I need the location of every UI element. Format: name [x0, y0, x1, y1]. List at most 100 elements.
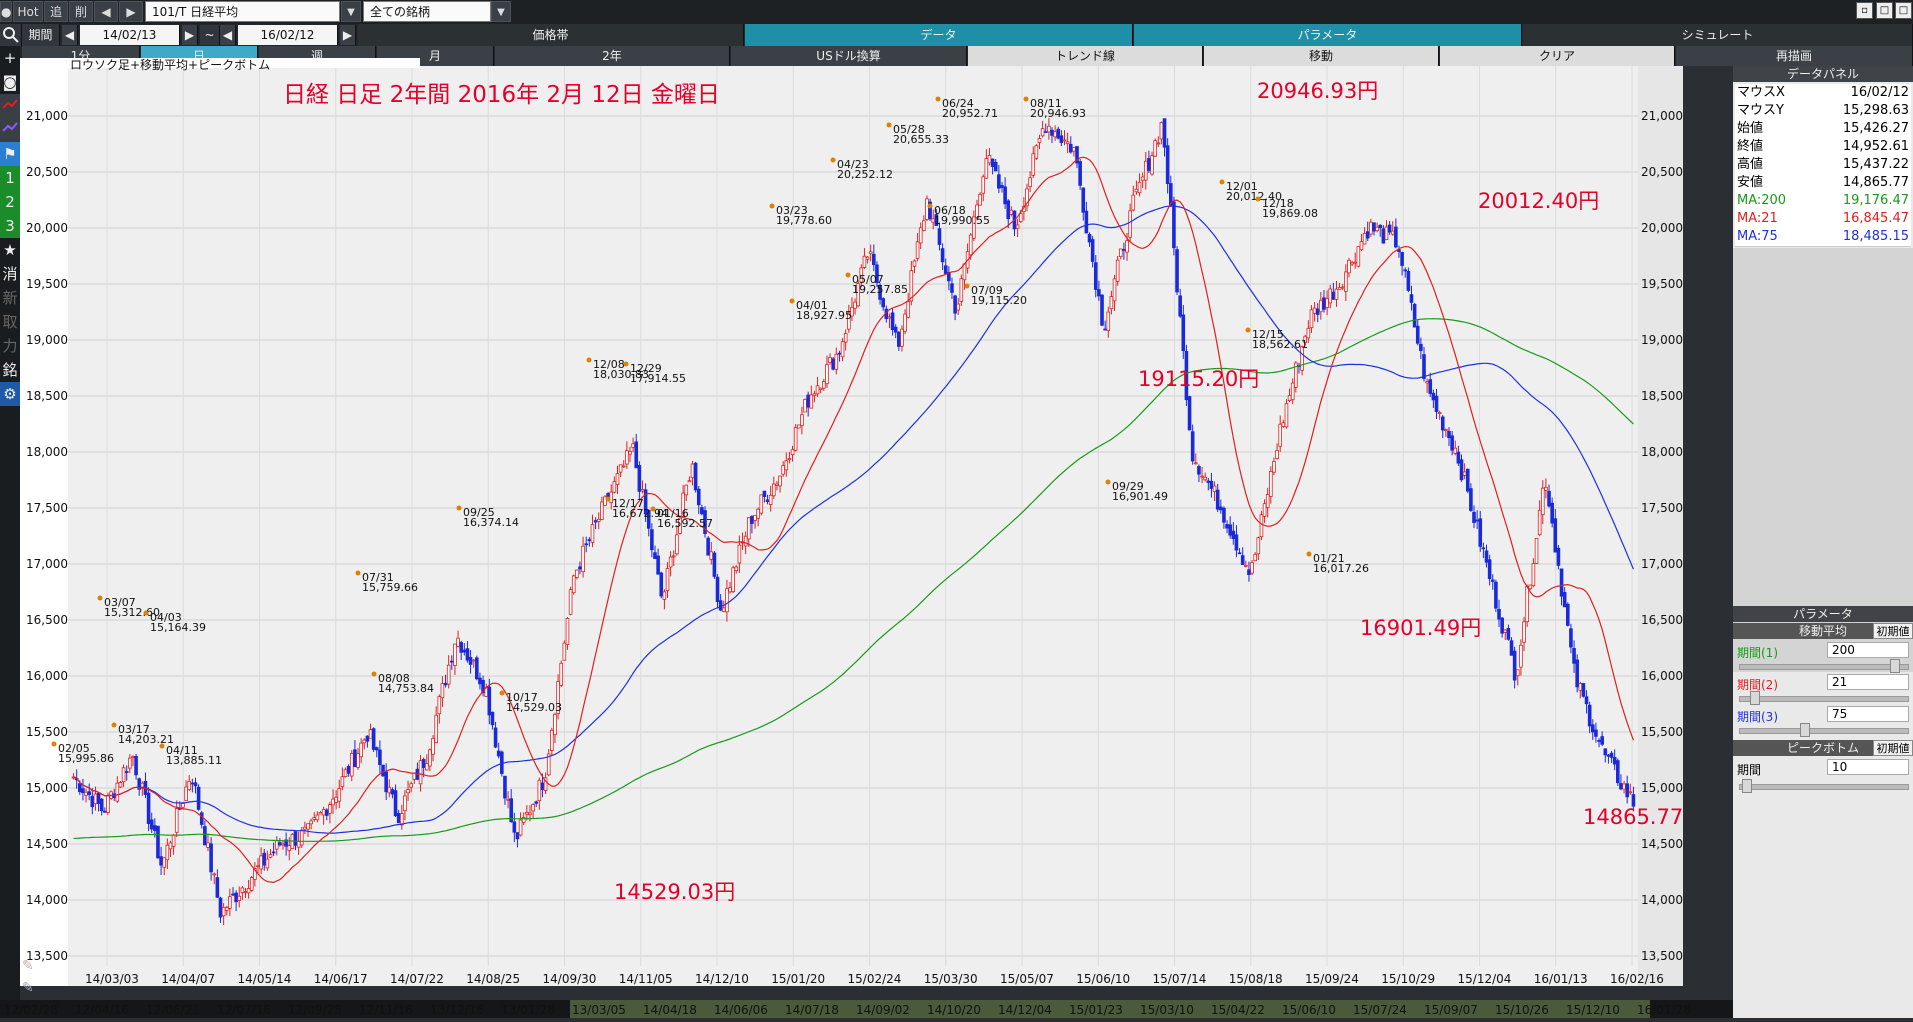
- gear-icon[interactable]: ⚙: [0, 382, 20, 406]
- restore-window-icon[interactable]: ▫: [1856, 2, 1873, 19]
- ma-period-slider[interactable]: [1739, 691, 1909, 705]
- tab-data[interactable]: データ: [745, 24, 1133, 46]
- range-2year[interactable]: 2年: [495, 46, 730, 66]
- ma-period-field[interactable]: 21: [1827, 674, 1909, 690]
- date-to-prev-icon[interactable]: ◀: [220, 25, 236, 45]
- date-from-field[interactable]: 14/02/13: [80, 25, 180, 45]
- candle-body: [256, 865, 260, 868]
- price-tick-right: 19,000: [1641, 333, 1683, 347]
- draw-tool-icon[interactable]: ✎: [22, 958, 34, 974]
- price-chart[interactable]: 21,000 20,500 20,000 19,500 19,000 18,500 18,0…: [20, 53, 1704, 986]
- timeline-date: 15/01/23: [1069, 1003, 1123, 1017]
- redraw-button[interactable]: 再描画: [1676, 46, 1913, 66]
- symbol-field[interactable]: 101/T 日経平均: [145, 1, 340, 22]
- camera-icon[interactable]: ◙: [2, 73, 18, 91]
- three-icon[interactable]: 3: [0, 214, 20, 238]
- slider-knob[interactable]: [1750, 691, 1760, 705]
- candle-body: [1372, 222, 1376, 232]
- tab-price-band[interactable]: 価格帯: [358, 24, 744, 46]
- pb-slider[interactable]: [1739, 779, 1909, 793]
- stock-icon[interactable]: 銘: [2, 361, 18, 379]
- bulb-icon[interactable]: ●: [0, 1, 12, 22]
- maximize-window-icon[interactable]: □: [1876, 2, 1893, 19]
- candle-body: [1562, 592, 1567, 608]
- annotation-last: 14865.77円: [1583, 805, 1683, 829]
- ma-period-label: 期間(1): [1737, 646, 1778, 660]
- clear-button[interactable]: クリア: [1440, 46, 1675, 66]
- pb-period-field[interactable]: 10: [1827, 759, 1909, 775]
- date-from-next-icon[interactable]: ▶: [182, 25, 198, 45]
- date-to-next-icon[interactable]: ▶: [340, 25, 356, 45]
- tab-simulate[interactable]: シミュレート: [1523, 24, 1913, 46]
- slider-knob[interactable]: [1890, 659, 1900, 673]
- peak-marker: [1023, 96, 1029, 102]
- peak-value: 18,562.61: [1252, 338, 1308, 351]
- candle-body: [528, 812, 532, 816]
- candle-body: [1381, 228, 1386, 244]
- candle-body: [1369, 221, 1373, 235]
- timeline-date: 13/12/16: [430, 1003, 484, 1017]
- peak-value: 16,901.49: [1112, 490, 1168, 503]
- candle-body: [859, 267, 864, 283]
- ma-period-slider[interactable]: [1739, 659, 1909, 673]
- slider-knob[interactable]: [1800, 723, 1810, 737]
- timeline-date: 15/10/26: [1495, 1003, 1549, 1017]
- pb-slider-knob[interactable]: [1742, 779, 1752, 793]
- plus-icon[interactable]: +: [3, 49, 17, 67]
- candle-body: [281, 843, 285, 846]
- pb-reset-button[interactable]: 初期値: [1873, 740, 1913, 756]
- search-icon[interactable]: [0, 24, 22, 46]
- candle-body: [590, 524, 595, 543]
- close-window-icon[interactable]: □: [1895, 2, 1912, 19]
- usd-convert-button[interactable]: USドル換算: [731, 46, 967, 66]
- universe-select[interactable]: 全ての銘柄: [363, 1, 491, 22]
- trade-icon[interactable]: 取: [2, 313, 18, 331]
- peak-date: 06/18: [934, 204, 966, 217]
- ma-period-field[interactable]: 200: [1827, 642, 1909, 658]
- trend-icon[interactable]: [0, 118, 20, 142]
- candle-body: [775, 483, 779, 486]
- erase-icon[interactable]: 消: [2, 265, 18, 283]
- trend-line-button[interactable]: トレンド線: [968, 46, 1203, 66]
- bottom-timeline[interactable]: 12/02/28 12/04/16 12/06/21 12/07/16 12/09/28…: [0, 1000, 1733, 1018]
- candle-body: [1300, 346, 1304, 371]
- move-button[interactable]: 移動: [1204, 46, 1439, 66]
- symbol-dropdown-icon[interactable]: ▼: [341, 1, 361, 22]
- candle-body: [1272, 461, 1276, 473]
- two-icon[interactable]: 2: [0, 190, 20, 214]
- candle-body: [259, 855, 263, 870]
- candle-body: [1469, 488, 1473, 511]
- candle-body: [878, 285, 882, 300]
- star-icon[interactable]: ★: [3, 241, 17, 259]
- date-to-field[interactable]: 16/02/12: [238, 25, 338, 45]
- date-from-prev-icon[interactable]: ◀: [62, 25, 78, 45]
- peak-marker: [143, 610, 149, 616]
- line-chart-icon[interactable]: [0, 94, 20, 118]
- chart-svg[interactable]: 21,000 20,500 20,000 19,500 19,000 18,500 18,0…: [20, 53, 1704, 986]
- prev-symbol-button[interactable]: ◀: [94, 1, 118, 22]
- annotation-bottom-3: 14529.03円: [614, 880, 735, 904]
- timeline-date: 13/03/05: [572, 1003, 626, 1017]
- peak-value: 19,115.20: [971, 294, 1027, 307]
- universe-dropdown-icon[interactable]: ▼: [491, 1, 511, 22]
- add-button[interactable]: 追: [44, 1, 68, 22]
- hot-button[interactable]: Hot: [13, 1, 43, 22]
- candle-body: [1228, 524, 1232, 536]
- draw-tool-2-icon[interactable]: ✎: [22, 980, 34, 996]
- date-tick: 16/02/16: [1610, 972, 1664, 986]
- ma-reset-button[interactable]: 初期値: [1873, 623, 1913, 639]
- flag-icon[interactable]: ⚑: [0, 142, 20, 166]
- price-tick-left: 15,500: [26, 725, 68, 739]
- news-icon[interactable]: 新: [2, 289, 18, 307]
- tab-parameters[interactable]: パラメータ: [1134, 24, 1522, 46]
- ma-period-field[interactable]: 75: [1827, 706, 1909, 722]
- one-icon[interactable]: 1: [0, 166, 20, 190]
- candle-body: [434, 714, 438, 744]
- ma-period-slider[interactable]: [1739, 723, 1909, 737]
- power-icon[interactable]: 力: [2, 337, 18, 355]
- next-symbol-button[interactable]: ▶: [119, 1, 143, 22]
- candle-body: [1000, 185, 1004, 188]
- delete-button[interactable]: 削: [69, 1, 93, 22]
- candle-body: [728, 587, 732, 593]
- candle-body: [653, 552, 657, 560]
